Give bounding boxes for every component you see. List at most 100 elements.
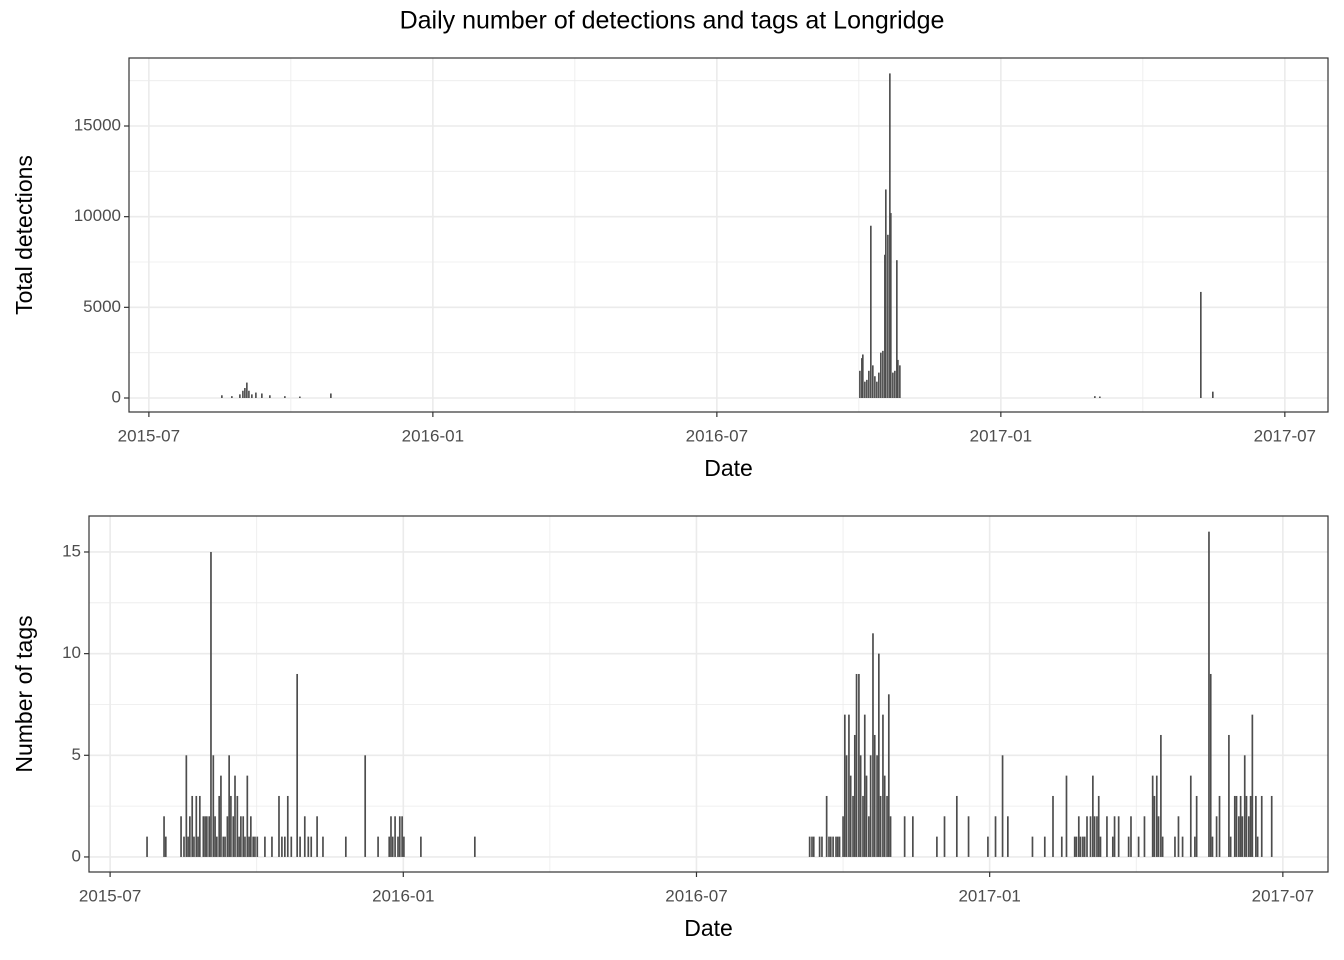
bar xyxy=(202,816,205,857)
bar xyxy=(1255,795,1257,857)
bar xyxy=(252,836,255,857)
bar xyxy=(1177,816,1180,857)
bar xyxy=(864,381,866,399)
bar xyxy=(887,234,889,399)
bar xyxy=(994,816,997,857)
bar xyxy=(818,836,821,857)
bar xyxy=(244,388,246,399)
bar xyxy=(251,394,253,399)
bar xyxy=(206,816,208,857)
bar xyxy=(889,816,892,857)
bar xyxy=(811,836,813,857)
bar xyxy=(1151,775,1154,857)
bar xyxy=(1043,836,1046,857)
bar xyxy=(808,836,811,857)
bar xyxy=(1181,836,1184,857)
bar xyxy=(299,396,301,399)
x-tick-label: 2016-07 xyxy=(665,886,727,905)
bar xyxy=(1200,291,1202,399)
bar xyxy=(836,836,839,857)
x-tick-label: 2016-07 xyxy=(686,426,748,445)
bar xyxy=(1093,816,1096,857)
bar xyxy=(1245,795,1248,857)
bar xyxy=(877,653,880,857)
bar xyxy=(1099,836,1102,857)
bar xyxy=(236,795,239,857)
bar xyxy=(164,836,167,857)
y-tick-label: 15 xyxy=(62,541,81,560)
bar xyxy=(832,836,834,857)
bar xyxy=(880,352,882,399)
bar xyxy=(163,816,165,857)
bar xyxy=(316,816,318,857)
bar xyxy=(862,354,864,399)
bar xyxy=(261,393,263,399)
bar xyxy=(896,260,898,399)
panel-border xyxy=(88,515,1329,873)
y-tick-label: 0 xyxy=(72,846,81,865)
x-tick-label: 2016-01 xyxy=(402,426,464,445)
bar xyxy=(873,734,876,857)
bar xyxy=(1065,775,1068,857)
bar xyxy=(218,795,221,857)
bar xyxy=(391,836,394,857)
bar xyxy=(1086,816,1088,857)
x-tick-label: 2017-07 xyxy=(1254,426,1316,445)
bar xyxy=(885,189,887,399)
x-tick-label: 2015-07 xyxy=(79,886,141,905)
bar xyxy=(222,836,225,857)
bar xyxy=(1006,816,1009,857)
x-tick-label: 2015-07 xyxy=(118,426,180,445)
bar xyxy=(1077,816,1080,857)
bar xyxy=(420,836,422,857)
bar xyxy=(185,755,188,857)
bar xyxy=(849,775,852,857)
bar xyxy=(198,795,201,857)
bar xyxy=(1161,836,1164,857)
bar xyxy=(1082,836,1084,857)
bar xyxy=(883,775,886,857)
bar xyxy=(193,836,195,857)
bar xyxy=(1249,795,1252,857)
bar xyxy=(894,370,896,399)
bar xyxy=(1052,795,1054,857)
bar xyxy=(364,755,367,857)
bar xyxy=(863,714,866,857)
bar xyxy=(1160,734,1162,857)
bar xyxy=(240,816,242,857)
bar xyxy=(967,816,970,857)
bar xyxy=(256,836,259,857)
bar xyxy=(1256,836,1259,857)
bar xyxy=(1211,836,1214,857)
bar xyxy=(1073,836,1076,857)
bar xyxy=(889,73,891,399)
bar xyxy=(1211,391,1214,399)
bar xyxy=(1075,836,1078,857)
bar xyxy=(210,551,212,857)
bar xyxy=(1228,734,1230,857)
bar xyxy=(812,836,815,857)
bar xyxy=(146,836,148,857)
bar xyxy=(473,836,476,857)
bar xyxy=(821,836,823,857)
bar xyxy=(1089,816,1092,857)
x-tick-label: 2016-01 xyxy=(372,886,434,905)
bar xyxy=(1209,673,1212,857)
bar xyxy=(232,816,235,857)
bar xyxy=(187,836,189,857)
bar xyxy=(398,816,401,857)
bar xyxy=(852,795,854,857)
bar xyxy=(230,795,232,857)
bar xyxy=(195,795,198,857)
bar xyxy=(281,836,283,857)
bar xyxy=(1174,836,1176,857)
y-tick-label: 0 xyxy=(112,387,121,406)
bar xyxy=(303,816,306,857)
bar xyxy=(855,673,858,857)
bar xyxy=(835,836,837,857)
bar xyxy=(1218,795,1221,857)
bar xyxy=(197,836,199,857)
bar xyxy=(1189,775,1192,857)
bar xyxy=(330,393,332,399)
bar xyxy=(1137,836,1140,857)
